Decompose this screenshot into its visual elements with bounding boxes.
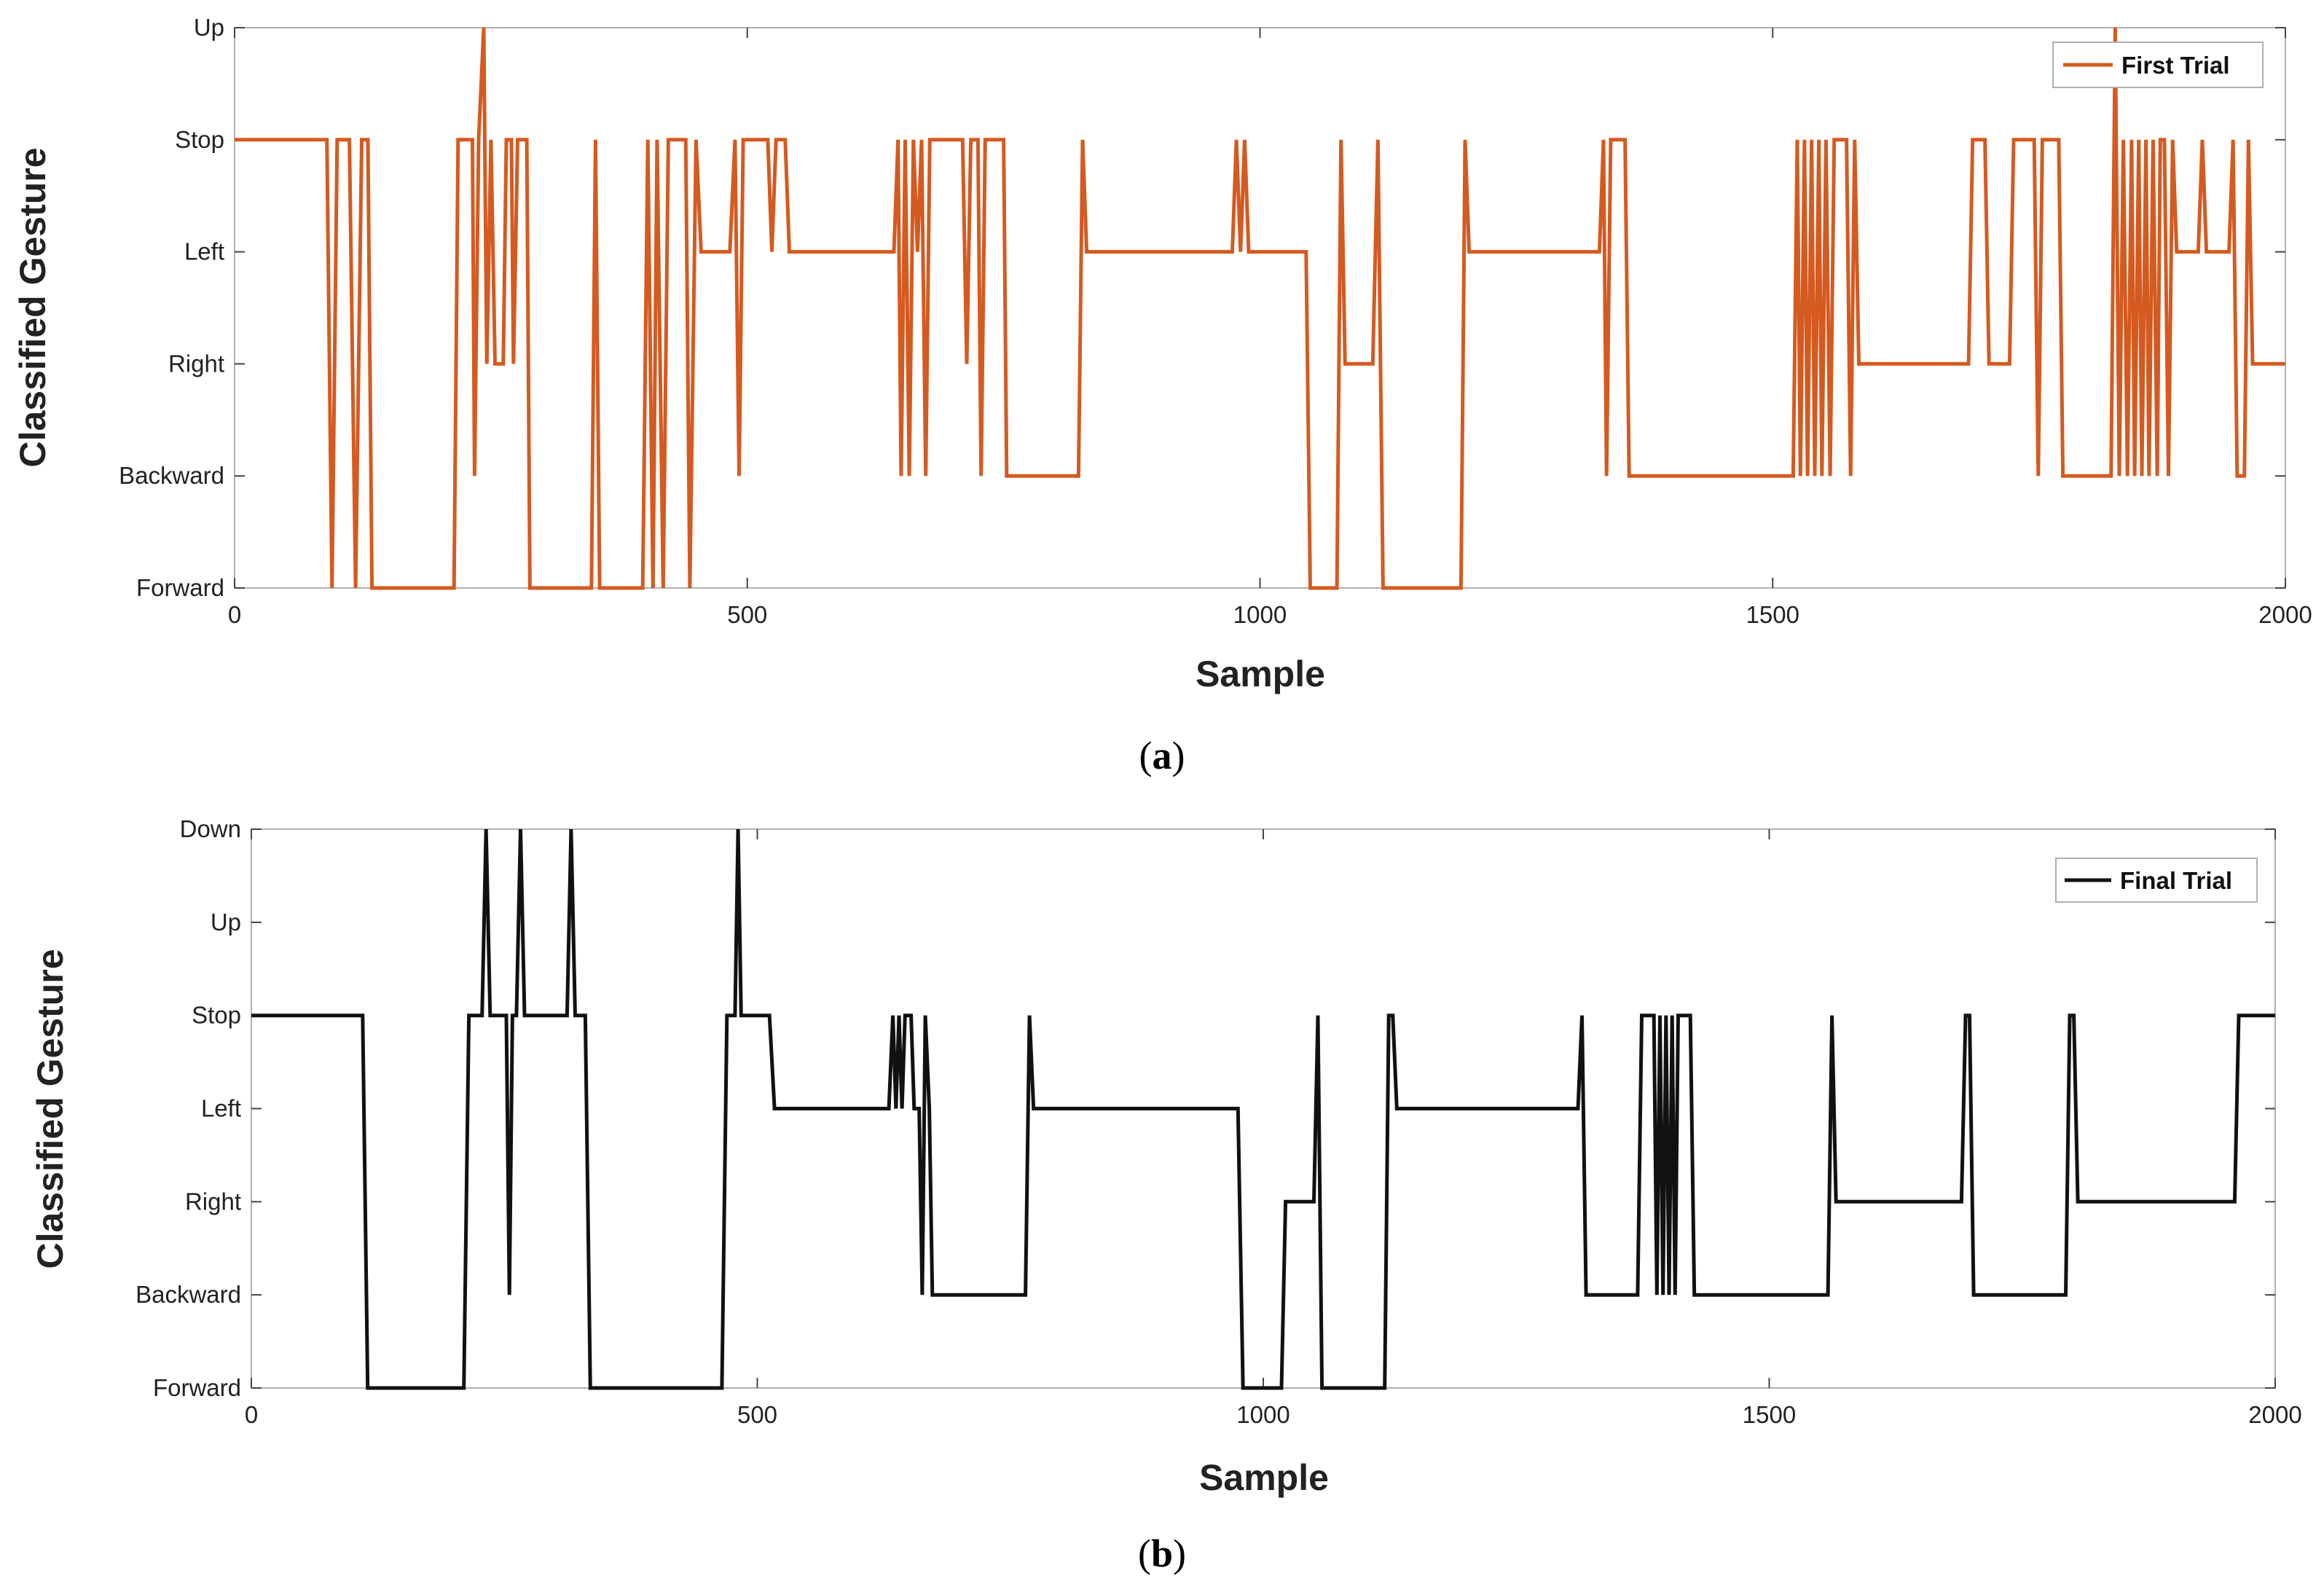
y-tick-label: Stop	[192, 1002, 241, 1029]
x-tick-label: 0	[228, 601, 241, 628]
panel-b-label: (b)	[1138, 1532, 1186, 1575]
y-tick-label: Up	[194, 14, 224, 41]
x-tick-label: 0	[245, 1401, 258, 1428]
panel-b-x-axis-title: Sample	[1199, 1457, 1329, 1498]
panel-a-plot-area	[234, 27, 2286, 589]
x-tick-label: 1000	[1233, 601, 1287, 628]
panel-b-x-ticks: 0 500 1000 1500 2000	[245, 829, 2302, 1428]
panel-a-legend-label: First Trial	[2121, 52, 2230, 79]
x-tick-label: 500	[727, 601, 767, 628]
x-tick-label: 2000	[2258, 601, 2312, 628]
panel-a-chart: Forward Backward Right Left Stop Up 0 500 1000 1…	[12, 14, 2312, 777]
y-tick-label: Down	[180, 815, 241, 842]
panel-a-x-axis-title: Sample	[1196, 654, 1325, 694]
panel-a-letter: a	[1153, 734, 1172, 777]
y-tick-label: Right	[168, 350, 224, 377]
x-tick-label: 1500	[1746, 601, 1799, 628]
y-tick-label: Backward	[119, 462, 224, 489]
panel-a-label: (a)	[1139, 734, 1185, 777]
panel-a-y-ticks: Forward Backward Right Left Stop Up	[119, 14, 2285, 601]
panel-b-series-line	[251, 828, 2275, 1390]
y-tick-label: Backward	[136, 1281, 241, 1308]
panel-b-y-axis-title: Classified Gesture	[30, 949, 71, 1269]
y-tick-label: Forward	[136, 574, 224, 601]
panel-a-y-axis-title: Classified Gesture	[12, 147, 53, 467]
panel-b-legend-label: Final Trial	[2120, 867, 2232, 894]
panel-a-legend: First Trial	[2052, 42, 2264, 88]
panel-b-chart: Forward Backward Right Left Stop Up Down 0 500 1…	[30, 815, 2302, 1575]
panel-b-legend: Final Trial	[2055, 858, 2258, 903]
y-tick-label: Forward	[153, 1374, 241, 1401]
x-tick-label: 2000	[2248, 1401, 2301, 1428]
y-tick-label: Up	[211, 909, 241, 936]
x-tick-label: 500	[737, 1401, 777, 1428]
panel-a-x-ticks: 0 500 1000 1500 2000	[228, 28, 2312, 628]
panel-a-series-line	[235, 27, 2285, 590]
y-tick-label: Stop	[175, 126, 224, 153]
panel-b-letter: b	[1151, 1532, 1173, 1575]
y-tick-label: Left	[184, 238, 224, 265]
x-tick-label: 1000	[1236, 1401, 1289, 1428]
x-tick-label: 1500	[1743, 1401, 1796, 1428]
y-tick-label: Left	[201, 1095, 241, 1122]
panel-b-y-ticks: Forward Backward Right Left Stop Up Down	[136, 815, 2275, 1401]
panel-a-legend-box	[2052, 42, 2264, 88]
y-tick-label: Right	[185, 1188, 241, 1215]
